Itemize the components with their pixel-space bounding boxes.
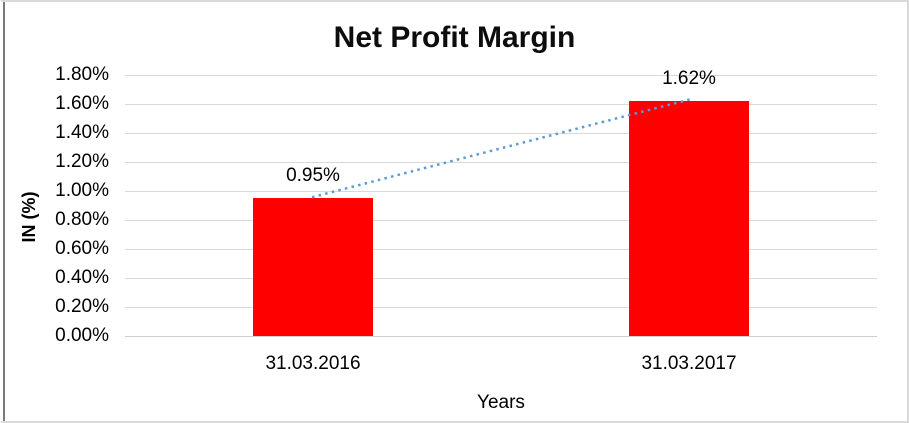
gridline xyxy=(125,307,877,308)
plot-area xyxy=(125,75,877,337)
trendline-svg xyxy=(311,97,692,199)
gridline xyxy=(125,133,877,134)
chart-title: Net Profit Margin xyxy=(333,21,576,54)
y-tick-label: 1.60% xyxy=(55,93,109,114)
gridline xyxy=(125,162,877,163)
gridline xyxy=(125,336,877,337)
y-tick-label: 1.80% xyxy=(55,64,109,85)
y-tick-label: 0.40% xyxy=(55,267,109,288)
bar-value-label: 1.62% xyxy=(662,68,716,90)
y-tick-label: 0.00% xyxy=(55,325,109,346)
bar-31.03.2016 xyxy=(253,198,373,336)
y-tick-label: 0.60% xyxy=(55,238,109,259)
bar-31.03.2017 xyxy=(629,101,749,336)
gridline xyxy=(125,191,877,192)
y-tick-label: 1.20% xyxy=(55,151,109,172)
y-tick-label: 1.00% xyxy=(55,180,109,201)
x-category-label: 31.03.2016 xyxy=(265,353,361,374)
x-category-label: 31.03.2017 xyxy=(641,353,737,374)
gridline xyxy=(125,220,877,221)
left-border-line xyxy=(3,2,5,421)
x-axis-title: Years xyxy=(477,392,525,413)
y-tick-label: 0.20% xyxy=(55,296,109,317)
gridline xyxy=(125,104,877,105)
gridline xyxy=(125,249,877,250)
bar-value-label: 0.95% xyxy=(286,165,340,187)
gridline xyxy=(125,278,877,279)
y-tick-label: 1.40% xyxy=(55,122,109,143)
y-tick-label: 0.80% xyxy=(55,209,109,230)
gridline xyxy=(125,75,877,76)
